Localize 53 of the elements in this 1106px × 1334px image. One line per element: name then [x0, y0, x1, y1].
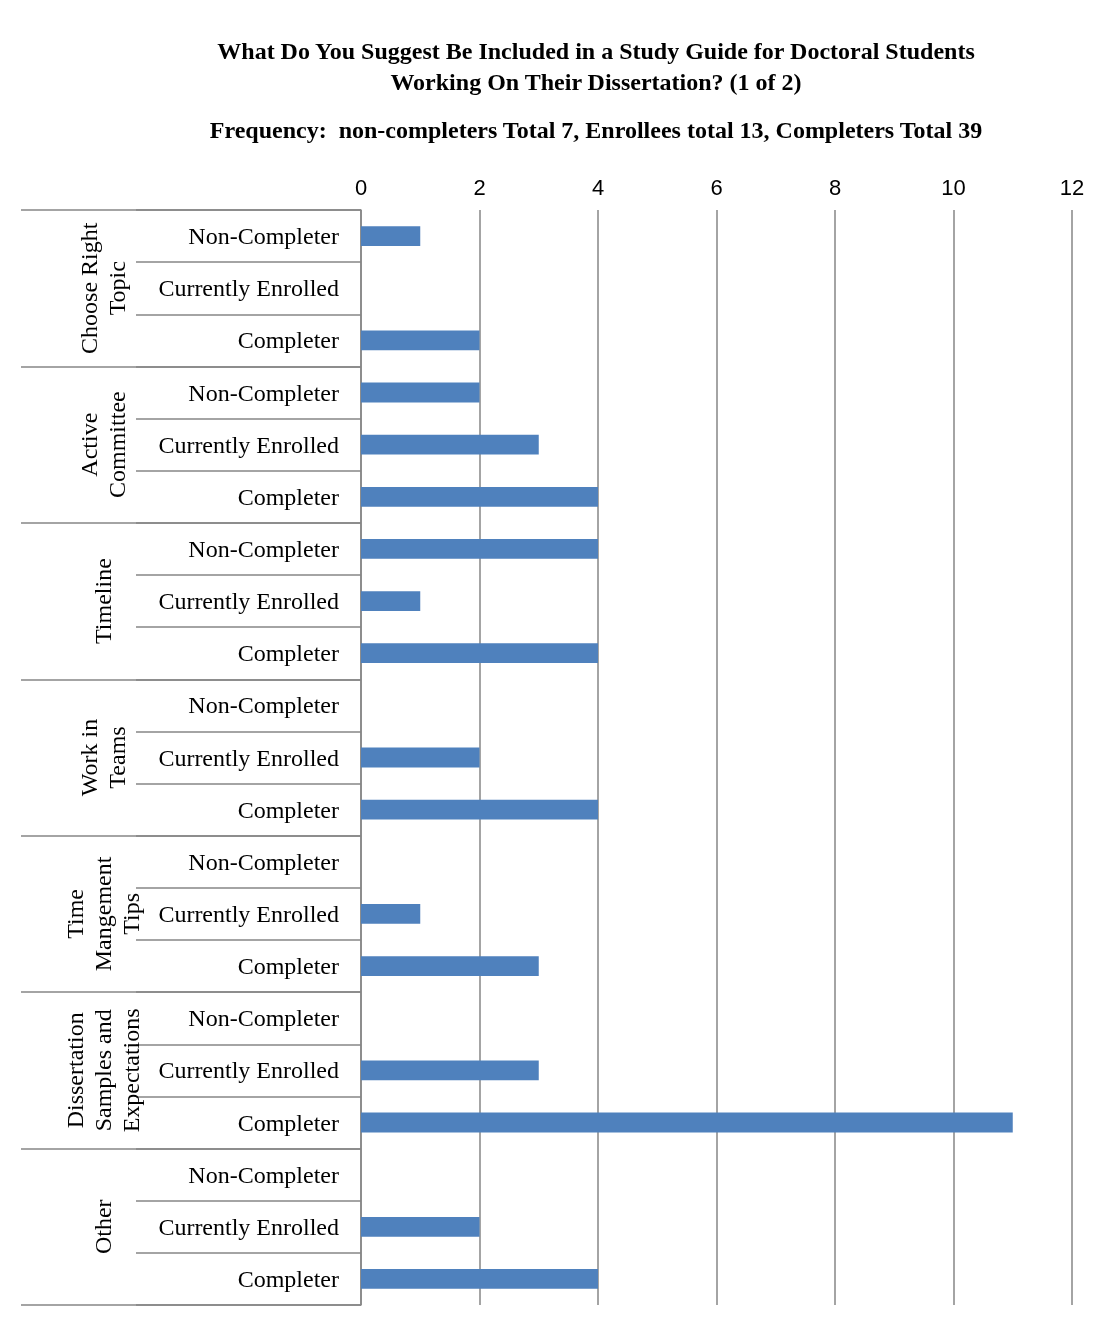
chart-subtitle: Frequency: non-completers Total 7, Enrollees total 13, Completers Total 39 [209, 117, 983, 143]
bar [361, 904, 421, 924]
bar [361, 747, 480, 768]
y-tick-label: Completer [237, 1109, 339, 1136]
bar [361, 1060, 539, 1081]
chart-title: What Do You Suggest Be Included in a Study Guide for Doctoral Students Working On Their Dissertation? (1 of 2) [217, 37, 975, 95]
x-tick-label: 12 [1059, 174, 1085, 200]
y-tick-label: Completer [237, 953, 339, 980]
bar [361, 1112, 1013, 1133]
y-tick-label: Non-Completer [188, 1161, 339, 1188]
y-tick-label: Completer [237, 640, 339, 667]
y-tick-label: Currently Enrolled [158, 1057, 339, 1084]
bar [361, 1216, 480, 1237]
x-tick-label: 10 [941, 174, 966, 200]
text: Other [90, 1199, 116, 1255]
y-tick-label: Non-Completer [188, 379, 339, 406]
x-tick-label: 4 [591, 174, 605, 200]
y-tick-label: Currently Enrolled [158, 744, 339, 771]
x-tick-label: 0 [354, 174, 368, 200]
y-tick-label: Non-Completer [188, 535, 339, 562]
y-tick-label: Non-Completer [188, 692, 339, 719]
bar [361, 1269, 598, 1289]
bar [361, 591, 421, 611]
y-tick-label: Non-Completer [188, 848, 339, 875]
x-tick-label: 2 [473, 174, 486, 200]
y-tick-label: Currently Enrolled [158, 900, 339, 927]
bar [361, 486, 598, 507]
text: Time Mangement Tips [62, 856, 144, 972]
bar [361, 382, 480, 403]
x-tick-label: 6 [710, 174, 723, 200]
y-tick-label: Currently Enrolled [158, 431, 339, 458]
bar [361, 330, 480, 351]
y-tick-label: Non-Completer [188, 1005, 339, 1032]
text: Work in Teams [76, 718, 130, 797]
x-tick-label: 8 [828, 174, 842, 200]
bar [361, 799, 598, 820]
text: Choose Right Topic [76, 222, 130, 354]
text: Timeline [90, 558, 116, 644]
text: Active Committee [76, 391, 130, 498]
y-tick-label: Completer [237, 483, 339, 510]
y-tick-label: Non-Completer [188, 223, 339, 250]
bar [361, 539, 598, 559]
y-tick-label: Currently Enrolled [158, 1213, 339, 1240]
bar [361, 434, 539, 455]
y-tick-label: Currently Enrolled [158, 275, 339, 302]
y-tick-label: Completer [237, 796, 339, 823]
text: Dissertation Samples and Expectations [62, 1008, 144, 1133]
y-tick-label: Completer [237, 1265, 339, 1292]
bar [361, 226, 421, 246]
bar [361, 956, 539, 976]
bar [361, 643, 598, 664]
y-tick-label: Completer [237, 327, 339, 354]
y-tick-label: Currently Enrolled [158, 588, 339, 615]
